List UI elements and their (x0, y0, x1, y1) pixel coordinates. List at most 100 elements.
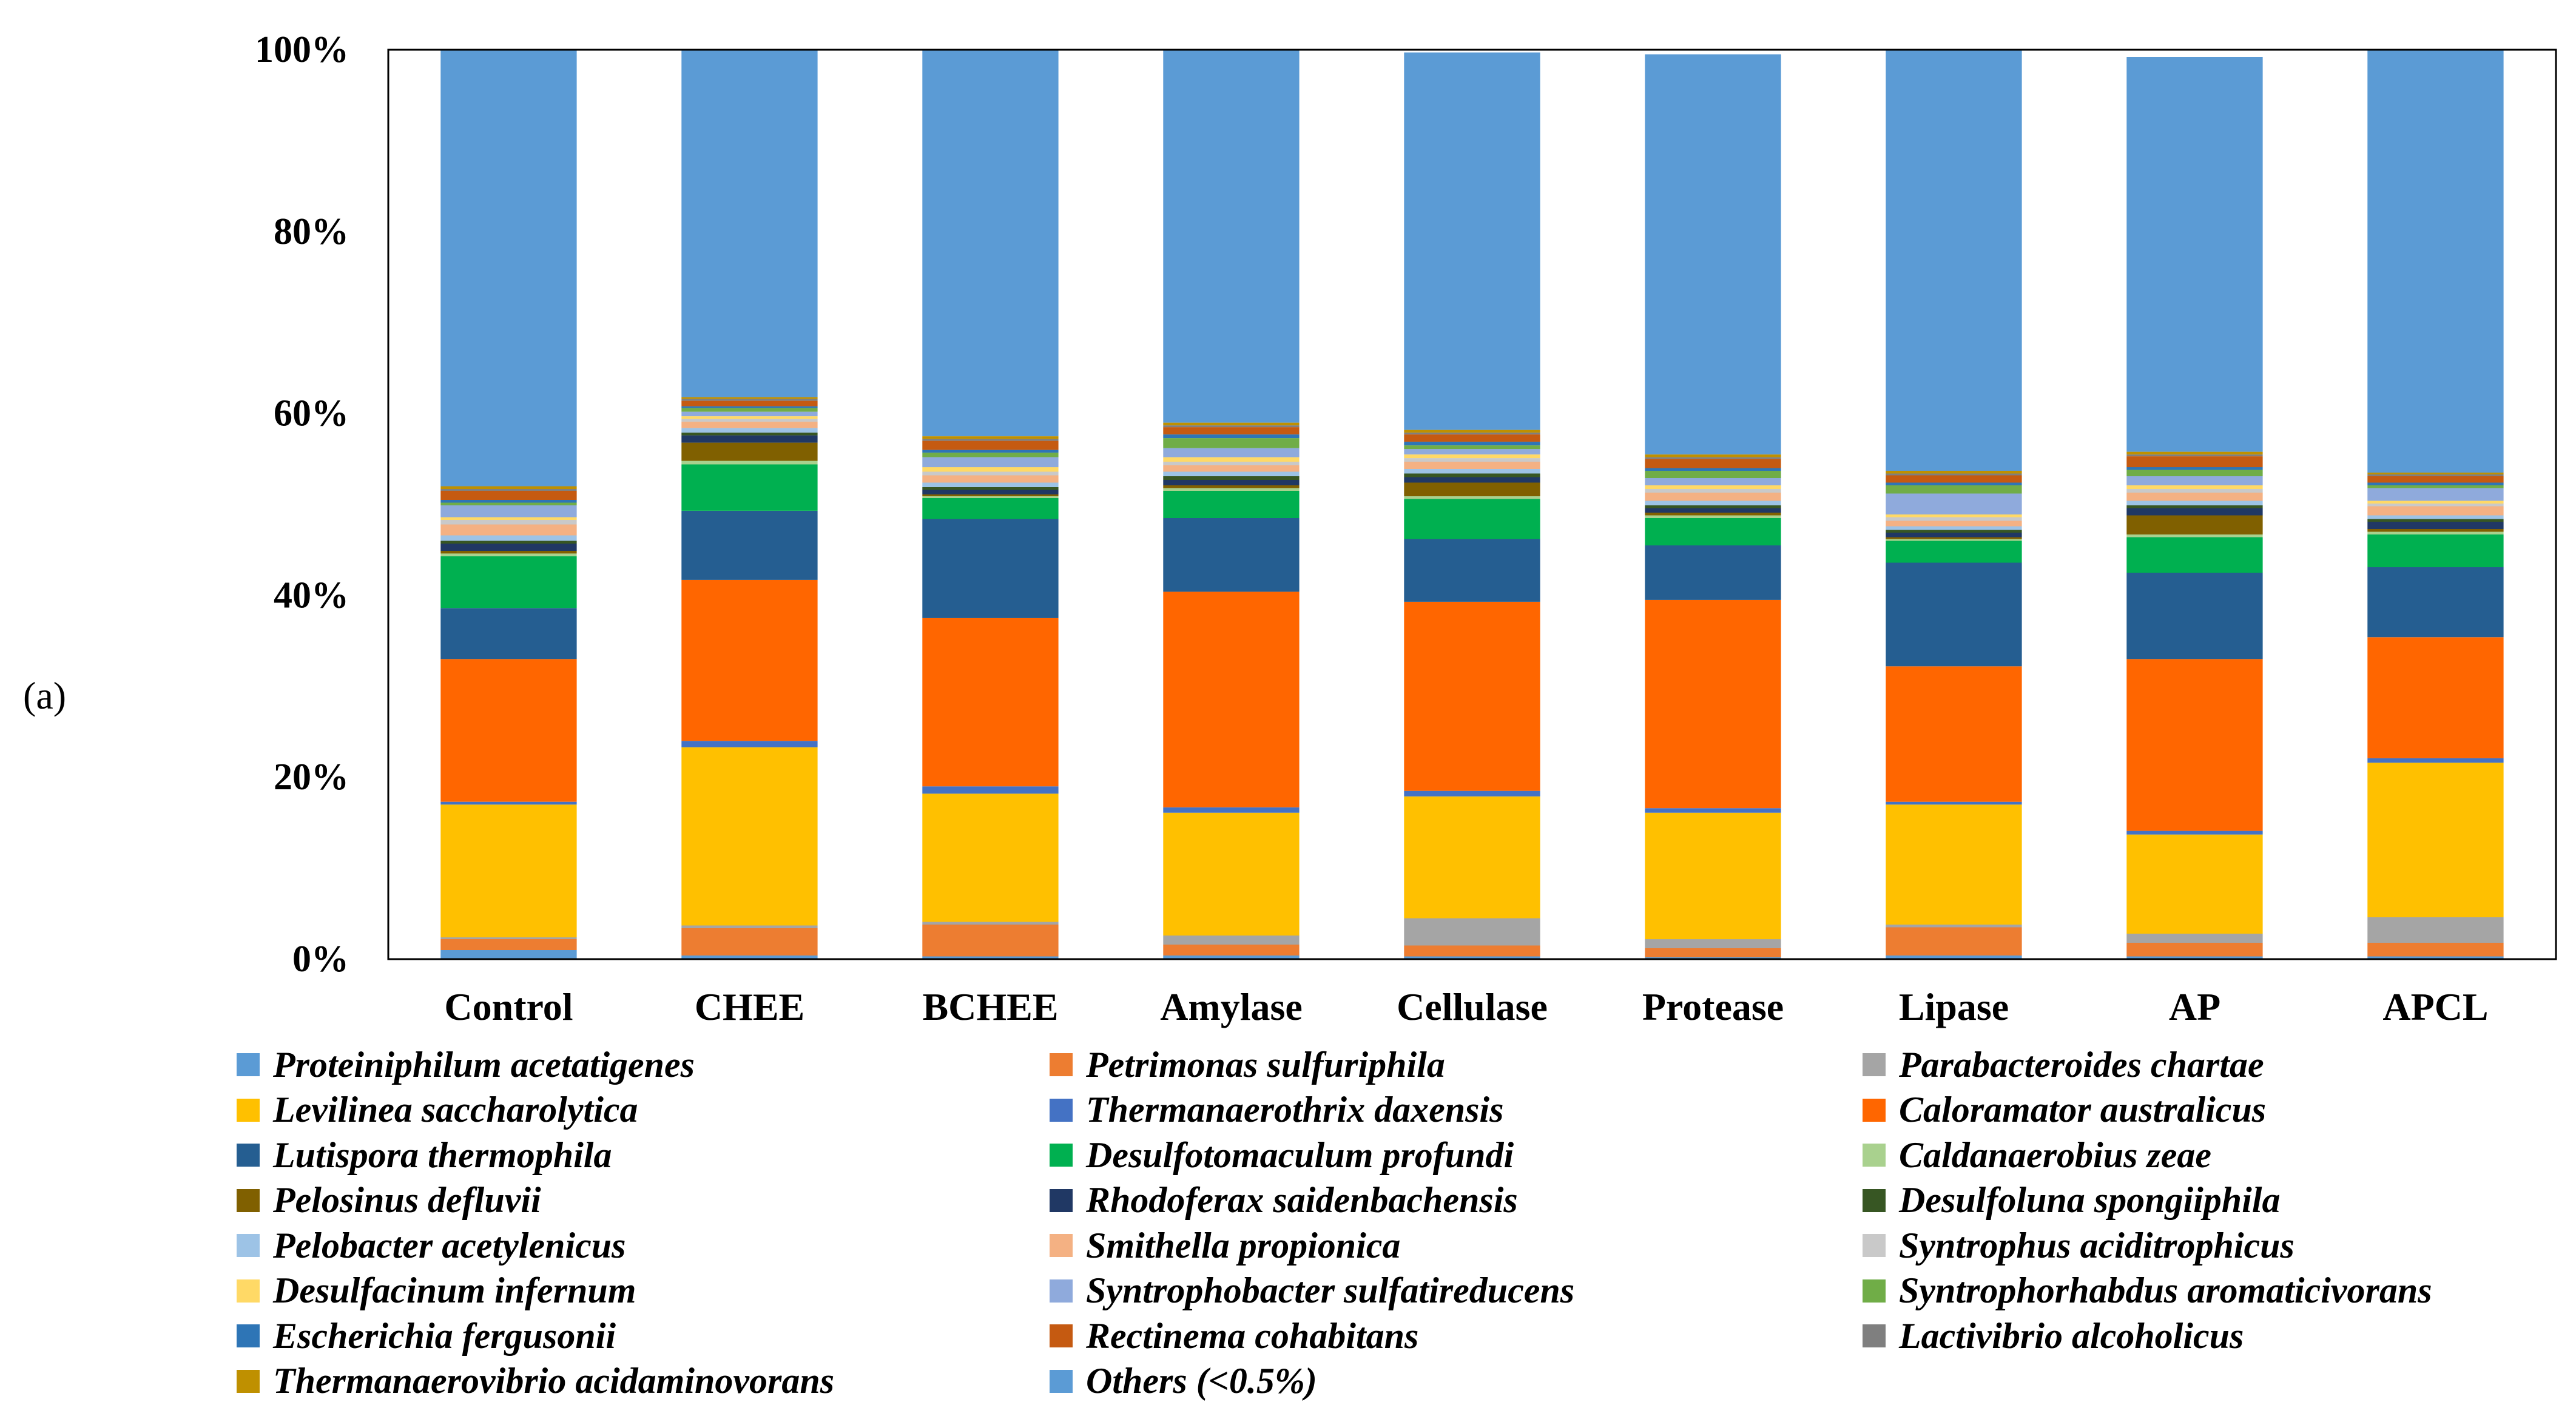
legend-label: Pelosinus defluvii (273, 1180, 541, 1220)
bar-segment (1163, 518, 1300, 592)
bar-segment (681, 435, 818, 443)
bar-segment (1404, 482, 1540, 496)
legend-item: Proteiniphilum acetatigenes (237, 1042, 695, 1087)
bar-segment (1645, 489, 1781, 493)
bar-segment (440, 659, 577, 802)
bar-segment (2367, 567, 2504, 638)
legend-swatch (1050, 1324, 1073, 1347)
legend-item: Thermanaerothrix daxensis (1050, 1088, 1503, 1133)
bar-segment (2367, 529, 2504, 532)
bar-segment (1404, 945, 1540, 957)
bar-segment (2367, 758, 2504, 763)
bar-segment (681, 419, 818, 422)
legend-item: Caloramator australicus (1863, 1088, 2266, 1133)
y-tick-label: 0% (292, 939, 349, 980)
bar-segment (922, 436, 1059, 439)
bar-segment (922, 496, 1059, 498)
legend-label: Levilinea saccharolytica (273, 1090, 638, 1130)
y-tick-label: 20% (274, 757, 349, 798)
bar-segment (1404, 442, 1540, 446)
bar-segment (1645, 808, 1781, 813)
x-tick-label: Control (444, 985, 573, 1028)
bar-segment (681, 928, 818, 956)
legend-swatch (1863, 1053, 1886, 1076)
stacked-bar-chart: 0% 20% 40% 60% 80% 100% Control CHEE BCHEE Amyla… (255, 29, 2557, 1028)
bar-segment (922, 487, 1059, 490)
bar-segment (1645, 501, 1781, 505)
x-axis-ticks: Control CHEE BCHEE Amylase Cellulase Protease… (444, 985, 2488, 1028)
bar-segment (440, 556, 577, 608)
legend-swatch (237, 1279, 260, 1303)
bar-segment (1163, 427, 1300, 435)
legend-swatch (237, 1324, 260, 1347)
bar-segment (2126, 57, 2263, 452)
bar-segment (1163, 491, 1300, 518)
bar-segment (1163, 434, 1300, 439)
bar-segment (2126, 456, 2263, 468)
legend-item: Desulfoluna spongiiphila (1863, 1178, 2281, 1223)
bar-segment (1404, 449, 1540, 455)
y-tick-label: 60% (274, 393, 349, 434)
y-tick-label: 80% (274, 211, 349, 252)
bar-segment (1645, 457, 1781, 459)
bar-segment (2367, 485, 2504, 488)
x-tick-label: Amylase (1160, 985, 1303, 1028)
legend-label: Petrimonas sulfuriphila (1086, 1044, 1445, 1085)
bar-segment (1645, 545, 1781, 600)
legend-swatch (1863, 1098, 1886, 1122)
bar-segment (440, 804, 577, 938)
bar-segment (1645, 599, 1781, 809)
bar-segment (440, 489, 577, 491)
bar-segment (2126, 834, 2263, 934)
legend-label: Thermanaerovibrio acidaminovorans (273, 1361, 835, 1401)
legend-swatch (237, 1098, 260, 1122)
bar-segment (1886, 666, 2022, 802)
legend-swatch (237, 1144, 260, 1167)
bar-segment (1163, 488, 1300, 491)
legend-item: Desulfacinum infernum (237, 1269, 636, 1313)
bar-segment (2126, 956, 2263, 959)
legend-item: Others (<0.5%) (1050, 1359, 1317, 1404)
x-tick-label: BCHEE (922, 985, 1058, 1028)
bar-segment (1404, 454, 1540, 459)
bar-segment (1886, 517, 2022, 521)
bar-segment (1645, 505, 1781, 508)
bar-segment (922, 439, 1059, 441)
bar-segment (1404, 433, 1540, 435)
legend-swatch (1863, 1188, 1886, 1212)
bar-segment (1163, 438, 1300, 448)
bar-segment (2126, 534, 2263, 538)
legend-item: Caldanaerobius zeae (1863, 1133, 2211, 1178)
bar-segment (2367, 473, 2504, 474)
bar-segment (1404, 445, 1540, 450)
legend-swatch (1050, 1188, 1073, 1212)
legend-item: Pelosinus defluvii (237, 1178, 541, 1223)
legend-label: Pelobacter acetylenicus (273, 1225, 626, 1266)
bar-segment (1886, 804, 2022, 925)
bar-segment (1163, 471, 1300, 476)
bar-segment (922, 453, 1059, 457)
bar-segment (1886, 521, 2022, 527)
bar-segment (2126, 493, 2263, 501)
legend-label: Parabacteroides chartae (1899, 1044, 2264, 1085)
bar-segment (1886, 530, 2022, 533)
bar-segment (1404, 469, 1540, 474)
bar-segment (440, 505, 577, 517)
bar-segment (1886, 475, 2022, 483)
bar-segment (2367, 531, 2504, 534)
bar-segment (440, 937, 577, 939)
bar-segment (922, 794, 1059, 922)
bar-segment (922, 925, 1059, 957)
bar-segment (681, 400, 818, 406)
bar-segment (2126, 501, 2263, 505)
legend-label: Syntrophus aciditrophicus (1899, 1225, 2294, 1266)
bar-segment (2126, 515, 2263, 534)
bar-segment (681, 747, 818, 926)
legend-swatch (1863, 1324, 1886, 1347)
bar-segment (681, 511, 818, 580)
bar-segment (440, 544, 577, 551)
bar-segment (2126, 943, 2263, 957)
bar-segment (1404, 499, 1540, 539)
bar-segment (1886, 925, 2022, 928)
bar-segment (1886, 471, 2022, 474)
